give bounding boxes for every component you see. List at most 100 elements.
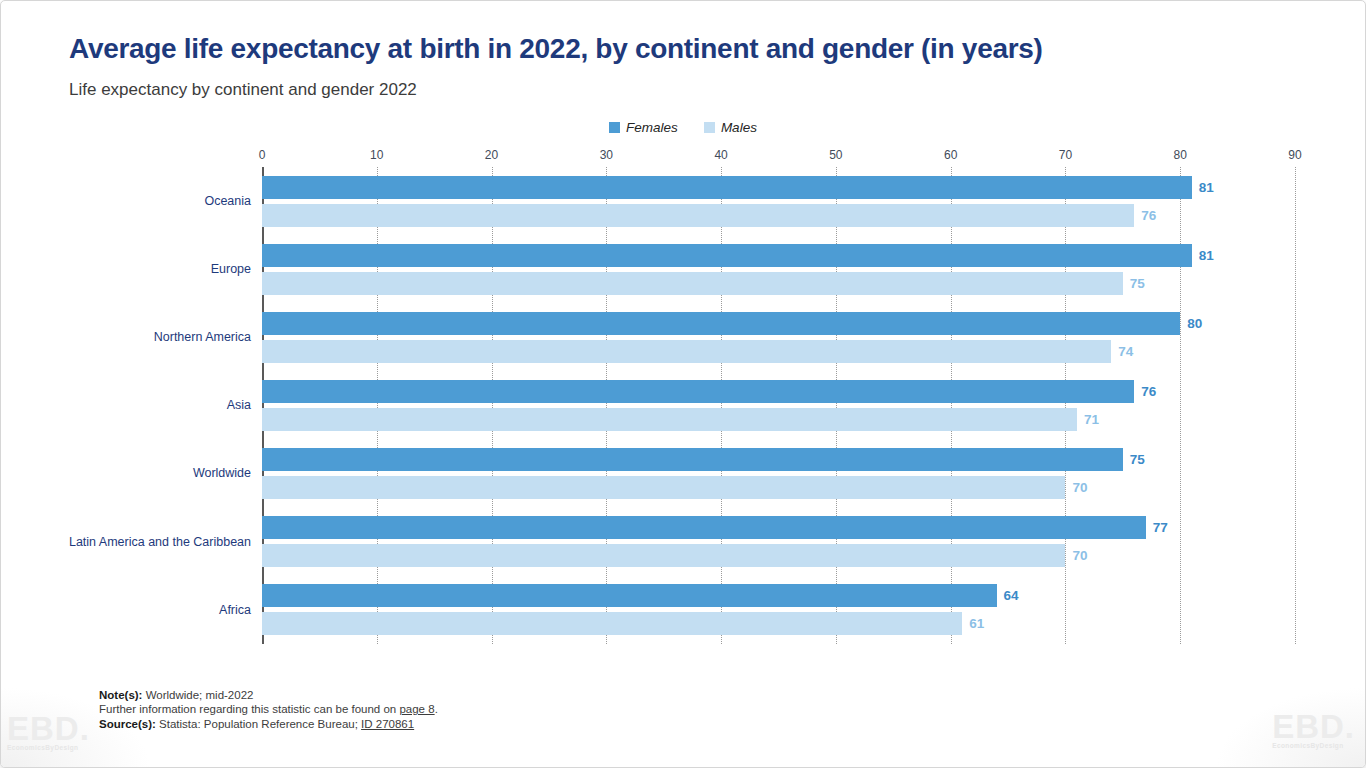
category-label-europe: Europe [211,262,251,276]
corner-shade [1215,687,1365,767]
x-tick-label: 50 [829,148,842,162]
category-label-africa: Africa [219,603,251,617]
chart-area: 0 10 20 30 40 50 60 70 80 90 Oceania Europe Norther… [1,145,1365,644]
bar-row: 61 [262,612,1295,635]
bar-row: 81 [262,244,1295,267]
plot: 81 76 81 75 80 74 76 71 75 70 77 70 64 61 [262,167,1295,644]
category-label-worldwide: Worldwide [193,466,251,480]
bar-group-northern-america: 80 74 [262,303,1295,371]
x-tick-label: 10 [370,148,383,162]
x-tick-label: 30 [600,148,613,162]
category-label-cell: Europe [1,235,262,303]
bar-row: 76 [262,380,1295,403]
legend-item-females: Females [609,120,678,135]
header: Average life expectancy at birth in 2022… [1,1,1365,100]
page-title: Average life expectancy at birth in 2022… [69,33,1295,65]
note-label: Note(s): [99,689,142,701]
bar-females-worldwide [262,448,1123,471]
bar-group-oceania: 81 76 [262,167,1295,235]
bar-row: 80 [262,312,1295,335]
bar-value-label: 81 [1199,248,1214,263]
bar-row: 74 [262,340,1295,363]
further-text-after: . [435,703,438,715]
page-subtitle: Life expectancy by continent and gender … [69,80,1295,100]
legend-swatch-icon [609,122,620,133]
source-line: Source(s): Statista: Population Referenc… [99,717,438,731]
x-tick-label: 70 [1059,148,1072,162]
bar-value-label: 64 [1004,588,1019,603]
x-tick-label: 60 [944,148,957,162]
bar-males-northern-america [262,340,1111,363]
bar-row: 71 [262,408,1295,431]
bar-females-oceania [262,176,1192,199]
bar-females-europe [262,244,1192,267]
bar-row: 70 [262,544,1295,567]
chart-legend: Females Males [1,119,1365,135]
bar-rows: 81 76 81 75 80 74 76 71 75 70 77 70 64 61 [262,167,1295,644]
x-tick-label: 20 [485,148,498,162]
bar-group-asia: 76 71 [262,371,1295,439]
legend-item-males: Males [704,120,757,135]
bar-males-worldwide [262,476,1065,499]
legend-label: Females [626,120,678,135]
bar-value-label: 81 [1199,180,1214,195]
bar-value-label: 76 [1141,208,1156,223]
category-label-cell: Asia [1,371,262,439]
bar-row: 76 [262,204,1295,227]
footnotes: Note(s): Worldwide; mid-2022 Further inf… [99,688,438,731]
note-text: Worldwide; mid-2022 [142,689,253,701]
source-text: Statista: Population Reference Bureau; [156,718,361,730]
bar-value-label: 70 [1072,548,1087,563]
x-tick-label: 0 [259,148,266,162]
source-label: Source(s): [99,718,156,730]
bar-value-label: 75 [1130,452,1145,467]
x-tick-label: 80 [1174,148,1187,162]
x-axis-ticks: 0102030405060708090 [262,145,1295,167]
bar-group-worldwide: 75 70 [262,440,1295,508]
bar-females-asia [262,380,1134,403]
statistic-id-link[interactable]: ID 270861 [361,718,414,730]
category-label-cell: Worldwide [1,440,262,508]
bar-value-label: 75 [1130,276,1145,291]
page-8-link[interactable]: page 8 [399,703,434,715]
bar-value-label: 76 [1141,384,1156,399]
legend-swatch-icon [704,122,715,133]
bar-males-africa [262,612,962,635]
bar-row: 75 [262,272,1295,295]
x-tick-label: 40 [714,148,727,162]
bar-value-label: 61 [969,616,984,631]
bar-males-oceania [262,204,1134,227]
bar-value-label: 77 [1153,520,1168,535]
category-label-oceania: Oceania [204,194,251,208]
category-label-cell: Oceania [1,167,262,235]
category-label-cell: Latin America and the Caribbean [1,508,262,576]
bar-value-label: 71 [1084,412,1099,427]
gridline [1295,167,1296,644]
x-tick-label: 90 [1288,148,1301,162]
bar-value-label: 70 [1072,480,1087,495]
bar-group-africa: 64 61 [262,576,1295,644]
plot-wrap: Oceania Europe Northern America Asia Worldwi… [1,167,1365,644]
further-line: Further information regarding this stati… [99,702,438,716]
bar-row: 64 [262,584,1295,607]
category-label-cell: Northern America [1,303,262,371]
chart-card: Average life expectancy at birth in 2022… [0,0,1366,768]
bar-males-europe [262,272,1123,295]
bar-females-latin-america-and-the-caribbean [262,516,1146,539]
category-label-latin-america-and-the-caribbean: Latin America and the Caribbean [69,535,251,549]
further-text: Further information regarding this stati… [99,703,399,715]
bar-females-northern-america [262,312,1180,335]
bar-males-asia [262,408,1077,431]
bar-row: 70 [262,476,1295,499]
bar-value-label: 74 [1118,344,1133,359]
bar-row: 77 [262,516,1295,539]
category-labels: Oceania Europe Northern America Asia Worldwi… [1,167,262,644]
legend-label: Males [721,120,757,135]
bar-females-africa [262,584,997,607]
category-label-asia: Asia [227,398,251,412]
bar-row: 81 [262,176,1295,199]
bar-group-latin-america-and-the-caribbean: 77 70 [262,508,1295,576]
category-label-cell: Africa [1,576,262,644]
note-line: Note(s): Worldwide; mid-2022 [99,688,438,702]
category-label-northern-america: Northern America [154,330,251,344]
